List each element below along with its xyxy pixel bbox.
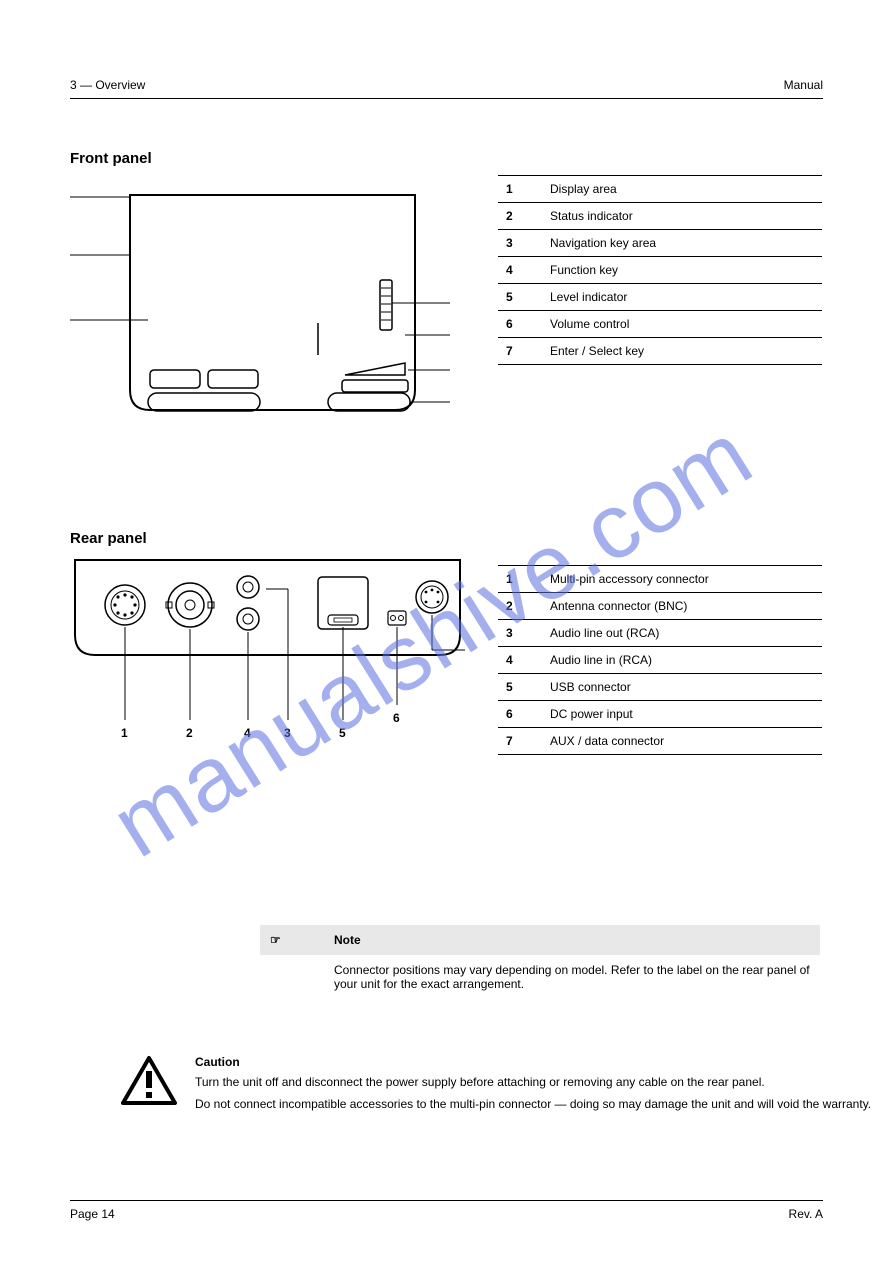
rear-row-text: Antenna connector (BNC) [542,593,822,620]
note-label: ☞ [260,925,324,955]
rear-row-num: 2 [498,593,542,620]
rear-row-num: 1 [498,566,542,593]
rear-row-num: 3 [498,620,542,647]
front-row-num: 7 [498,338,542,365]
note-heading: Note [324,925,820,955]
footer-right: Rev. A [789,1207,823,1221]
rear-row-num: 4 [498,647,542,674]
page: 3 — Overview Manual Front panel [0,0,893,1263]
warning-heading: Caution [195,1055,885,1069]
note-body: Connector positions may vary depending o… [324,955,820,999]
front-row-text: Navigation key area [542,230,822,257]
rear-callout-6: 6 [393,711,400,725]
rear-row-text: USB connector [542,674,822,701]
section-rear-heading: Rear panel [70,530,147,547]
header-rule [70,98,823,99]
front-panel-diagram: 1 2 3 5 4 6 7 [70,175,450,440]
section-front-heading: Front panel [70,150,152,167]
front-row-num: 5 [498,284,542,311]
footer-left: Page 14 [70,1207,115,1221]
rear-callout-2: 2 [186,726,193,740]
rear-panel-table: 1Multi-pin accessory connector 2Antenna … [498,565,822,755]
warning-block: Caution Turn the unit off and disconnect… [195,1055,885,1111]
warning-body-2: Do not connect incompatible accessories … [195,1097,885,1111]
header-left: 3 — Overview [70,78,145,92]
front-row-num: 2 [498,203,542,230]
front-row-text: Volume control [542,311,822,338]
rear-row-num: 7 [498,728,542,755]
front-panel-table: 1Display area 2Status indicator 3Navigat… [498,175,822,365]
front-row-num: 1 [498,176,542,203]
front-row-num: 3 [498,230,542,257]
front-row-num: 4 [498,257,542,284]
rear-row-text: DC power input [542,701,822,728]
front-row-text: Display area [542,176,822,203]
rear-callout-5: 5 [339,726,346,740]
header-right: Manual [784,78,823,92]
rear-row-text: Audio line out (RCA) [542,620,822,647]
footer-rule [70,1200,823,1201]
warning-icon [120,1055,178,1107]
front-row-text: Function key [542,257,822,284]
note-table: ☞ Note Connector positions may vary depe… [260,925,820,999]
rear-panel-diagram: 1 2 4 3 5 6 [70,555,465,770]
rear-row-num: 6 [498,701,542,728]
rear-callout-1: 1 [121,726,128,740]
note-spacer [260,955,324,999]
warning-body-1: Turn the unit off and disconnect the pow… [195,1075,885,1089]
front-row-num: 6 [498,311,542,338]
front-row-text: Status indicator [542,203,822,230]
rear-callout-4: 4 [244,726,251,740]
rear-callout-3: 3 [284,726,291,740]
rear-row-text: Multi-pin accessory connector [542,566,822,593]
front-row-text: Enter / Select key [542,338,822,365]
rear-row-text: Audio line in (RCA) [542,647,822,674]
rear-row-num: 5 [498,674,542,701]
front-row-text: Level indicator [542,284,822,311]
rear-row-text: AUX / data connector [542,728,822,755]
